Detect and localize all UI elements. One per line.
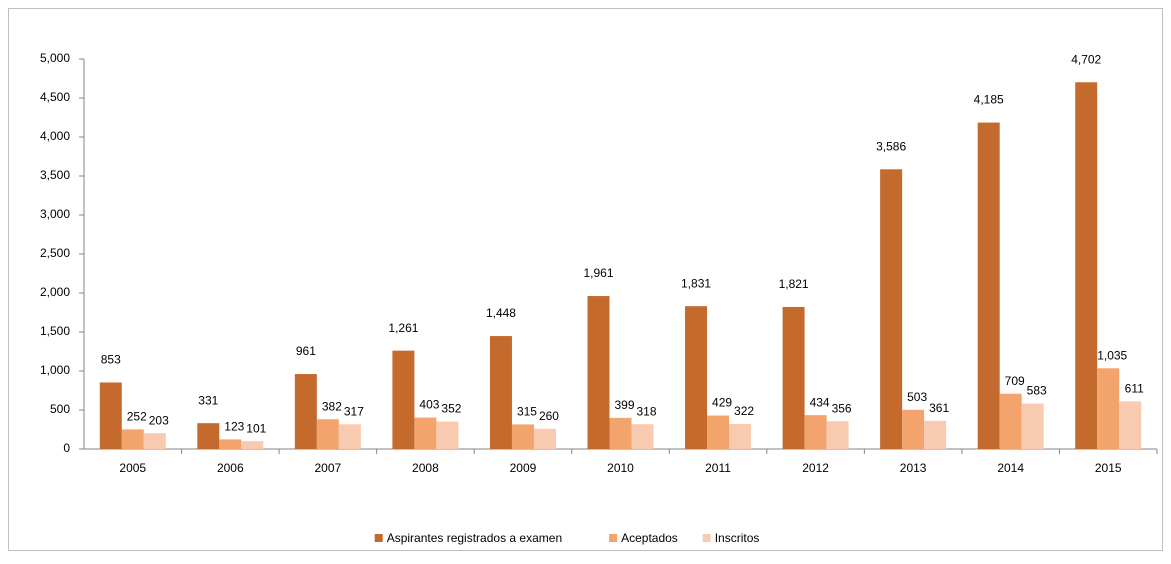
x-tick-label: 2009	[510, 461, 537, 475]
bar	[143, 433, 166, 449]
y-tick-label: 500	[50, 402, 70, 416]
bar	[999, 393, 1022, 449]
value-label: 4,185	[974, 93, 1004, 107]
bar	[241, 441, 264, 449]
legend-swatch	[374, 534, 383, 542]
value-label: 315	[517, 405, 537, 419]
y-tick-label: 0	[63, 441, 70, 455]
value-label: 709	[1005, 374, 1025, 388]
legend-swatch	[609, 534, 618, 542]
bar	[729, 423, 752, 449]
x-tick-label: 2014	[997, 461, 1024, 475]
value-label: 611	[1125, 382, 1144, 396]
bar	[609, 417, 632, 449]
value-label: 399	[614, 398, 634, 412]
value-label: 429	[712, 396, 732, 410]
bar	[782, 306, 805, 449]
value-label: 1,961	[583, 266, 613, 280]
legend-label: Aspirantes registrados a examen	[387, 531, 562, 545]
bar	[414, 417, 437, 449]
legend-swatch	[702, 534, 711, 542]
bar	[392, 350, 415, 449]
bar	[99, 382, 122, 449]
bar	[587, 296, 610, 449]
x-tick-label: 2005	[119, 461, 146, 475]
value-label: 260	[539, 409, 559, 423]
value-label: 3,586	[876, 139, 906, 153]
x-tick-label: 2006	[217, 461, 244, 475]
bar	[707, 415, 730, 449]
value-label: 203	[149, 413, 169, 427]
bar	[880, 169, 903, 450]
x-tick-label: 2008	[412, 461, 439, 475]
bar	[804, 415, 827, 449]
bar	[826, 421, 849, 449]
x-tick-label: 2007	[315, 461, 342, 475]
value-label: 1,831	[681, 276, 711, 290]
bar	[1097, 368, 1120, 449]
value-label: 123	[224, 420, 244, 434]
value-label: 318	[636, 404, 656, 418]
x-tick-label: 2013	[900, 461, 927, 475]
legend-label: Aceptados	[621, 531, 678, 545]
value-label: 252	[127, 410, 147, 424]
value-label: 403	[419, 398, 439, 412]
value-label: 352	[441, 402, 461, 416]
bar	[197, 423, 220, 449]
y-tick-label: 5,000	[40, 51, 70, 65]
bar	[902, 409, 925, 449]
value-label: 853	[101, 353, 121, 367]
x-tick-label: 2010	[607, 461, 634, 475]
bar	[1021, 403, 1044, 449]
legend-label: Inscritos	[715, 531, 760, 545]
value-label: 1,261	[388, 321, 418, 335]
value-label: 583	[1027, 384, 1047, 398]
value-label: 382	[322, 399, 342, 413]
bar	[924, 420, 947, 449]
x-tick-label: 2011	[705, 461, 731, 475]
x-tick-label: 2015	[1095, 461, 1122, 475]
bar	[436, 421, 459, 449]
y-tick-label: 1,000	[40, 363, 70, 377]
value-label: 503	[907, 390, 927, 404]
bar	[489, 336, 512, 449]
y-tick-label: 3,000	[40, 207, 70, 221]
value-label: 322	[734, 404, 754, 418]
value-label: 434	[810, 395, 830, 409]
bar	[511, 424, 534, 449]
bar	[631, 424, 654, 449]
y-tick-label: 4,000	[40, 129, 70, 143]
y-tick-label: 2,500	[40, 246, 70, 260]
bar	[1075, 82, 1098, 449]
value-label: 1,448	[486, 306, 516, 320]
value-label: 356	[832, 401, 852, 415]
bar	[1119, 401, 1142, 449]
bar	[977, 122, 1000, 449]
x-tick-label: 2012	[802, 461, 829, 475]
chart-frame	[8, 8, 1163, 551]
bar	[316, 419, 339, 449]
bar	[685, 306, 708, 449]
y-tick-label: 2,000	[40, 285, 70, 299]
value-label: 361	[929, 401, 949, 415]
value-label: 331	[198, 393, 218, 407]
y-tick-label: 4,500	[40, 90, 70, 104]
value-label: 1,035	[1097, 348, 1127, 362]
bar	[219, 439, 242, 449]
value-label: 961	[296, 344, 316, 358]
bar	[338, 424, 361, 449]
value-label: 4,702	[1071, 52, 1101, 66]
bar	[294, 374, 317, 449]
bar	[533, 428, 556, 449]
bar	[121, 429, 144, 449]
y-tick-label: 1,500	[40, 324, 70, 338]
value-label: 1,821	[779, 277, 809, 291]
y-tick-label: 3,500	[40, 168, 70, 182]
value-label: 101	[246, 421, 266, 435]
value-label: 317	[344, 404, 364, 418]
